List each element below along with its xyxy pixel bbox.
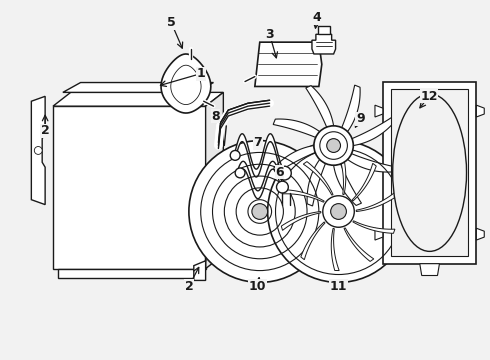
Text: 2: 2 xyxy=(41,124,49,137)
Polygon shape xyxy=(375,105,383,117)
Circle shape xyxy=(314,126,353,165)
Polygon shape xyxy=(238,161,282,199)
Polygon shape xyxy=(375,228,383,240)
Polygon shape xyxy=(255,42,322,86)
Polygon shape xyxy=(171,65,201,104)
Polygon shape xyxy=(352,163,376,201)
Bar xyxy=(53,106,206,269)
Polygon shape xyxy=(53,93,223,106)
Circle shape xyxy=(268,141,410,282)
Text: 12: 12 xyxy=(420,90,438,103)
Polygon shape xyxy=(303,162,333,195)
Circle shape xyxy=(34,147,42,154)
Polygon shape xyxy=(235,134,284,177)
Text: 7: 7 xyxy=(253,136,262,149)
Circle shape xyxy=(331,204,346,219)
Circle shape xyxy=(189,141,331,282)
Polygon shape xyxy=(274,145,315,174)
Text: 6: 6 xyxy=(275,166,284,179)
Polygon shape xyxy=(281,212,321,230)
Polygon shape xyxy=(344,228,374,261)
Polygon shape xyxy=(306,86,334,127)
Polygon shape xyxy=(301,222,325,260)
Polygon shape xyxy=(338,152,346,195)
Polygon shape xyxy=(420,264,440,275)
Polygon shape xyxy=(353,221,395,233)
Polygon shape xyxy=(194,207,206,280)
Circle shape xyxy=(235,168,245,178)
Text: 10: 10 xyxy=(249,280,267,293)
Circle shape xyxy=(276,181,288,193)
Polygon shape xyxy=(331,228,339,271)
Circle shape xyxy=(323,196,354,227)
Polygon shape xyxy=(282,190,324,202)
Polygon shape xyxy=(161,54,211,113)
Polygon shape xyxy=(356,193,396,212)
Text: 9: 9 xyxy=(356,112,365,125)
Polygon shape xyxy=(334,164,362,206)
Text: 8: 8 xyxy=(211,109,220,122)
Polygon shape xyxy=(342,85,360,132)
Text: 1: 1 xyxy=(196,67,205,80)
Polygon shape xyxy=(352,118,393,145)
Text: 5: 5 xyxy=(167,16,175,29)
Polygon shape xyxy=(273,119,319,138)
Bar xyxy=(391,89,468,256)
Polygon shape xyxy=(31,96,45,204)
Bar xyxy=(383,82,476,264)
Circle shape xyxy=(277,166,291,180)
Polygon shape xyxy=(476,228,484,240)
Polygon shape xyxy=(63,82,214,93)
Polygon shape xyxy=(307,159,325,206)
Polygon shape xyxy=(347,154,394,172)
Circle shape xyxy=(230,150,240,160)
Ellipse shape xyxy=(392,94,466,251)
Polygon shape xyxy=(318,26,330,34)
Circle shape xyxy=(320,132,347,159)
Text: 3: 3 xyxy=(265,28,274,41)
Polygon shape xyxy=(206,93,223,269)
Polygon shape xyxy=(58,269,201,278)
Text: 11: 11 xyxy=(330,280,347,293)
Polygon shape xyxy=(476,105,484,117)
Text: 2: 2 xyxy=(185,280,193,293)
Circle shape xyxy=(327,139,341,152)
Polygon shape xyxy=(312,34,336,54)
Text: 4: 4 xyxy=(313,11,321,24)
Circle shape xyxy=(252,204,268,219)
